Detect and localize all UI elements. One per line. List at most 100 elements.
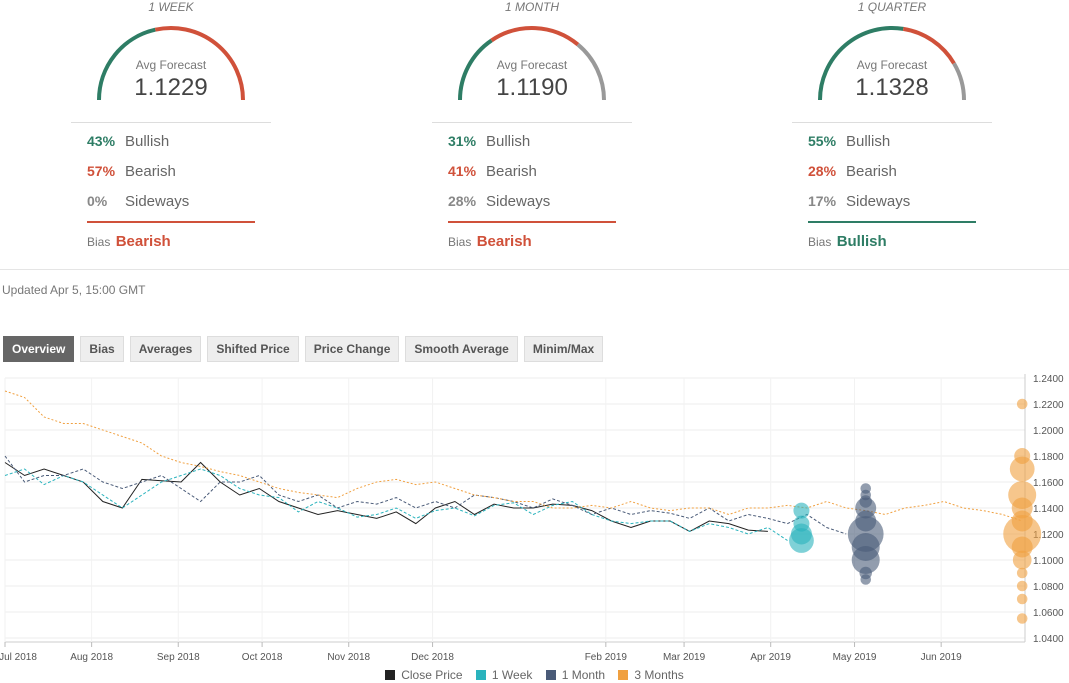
y-tick-label: 1.2200 xyxy=(1033,400,1064,411)
y-tick-label: 1.1400 xyxy=(1033,504,1064,515)
series-line-1-week xyxy=(4,468,788,541)
tab-overview[interactable]: Overview xyxy=(3,336,75,362)
x-tick-label: Nov 2018 xyxy=(327,652,370,663)
tab-bias[interactable]: Bias xyxy=(80,336,124,362)
y-tick-label: 1.0400 xyxy=(1033,634,1064,645)
bias-value: Bullish xyxy=(836,233,887,250)
bias: Bias Bearish xyxy=(87,233,171,250)
sideways-label: Sideways xyxy=(846,193,911,210)
bias-label: Bias xyxy=(808,235,832,249)
sideways-label: Sideways xyxy=(125,193,190,210)
x-tick-label: Apr 2019 xyxy=(750,652,791,663)
divider xyxy=(792,122,992,123)
tab-shifted-price[interactable]: Shifted Price xyxy=(207,336,299,362)
bearish-row: 41% Bearish xyxy=(448,163,537,180)
forecast-point-3-months[interactable] xyxy=(1016,398,1028,410)
bearish-row: 28% Bearish xyxy=(808,163,897,180)
tab-price-change[interactable]: Price Change xyxy=(304,336,400,362)
series-line-close-price xyxy=(4,461,768,532)
tab-minim-max[interactable]: Minim/Max xyxy=(523,336,604,362)
sideways-label: Sideways xyxy=(486,193,551,210)
bearish-arc xyxy=(490,26,580,47)
bearish-percent: 41% xyxy=(448,163,477,179)
series-line-1-month xyxy=(4,455,847,535)
legend-item-close-price[interactable]: Close Price xyxy=(385,668,463,682)
tab-averages[interactable]: Averages xyxy=(129,336,202,362)
bearish-arc xyxy=(902,26,956,65)
legend-swatch xyxy=(475,670,486,680)
x-tick-label: Aug 2018 xyxy=(70,652,113,663)
forecast-chart: 1.2400 1.2200 1.2000 1.1800 1.1600 1.1400 1.12… xyxy=(0,374,1064,663)
legend-label: Close Price xyxy=(401,668,463,682)
forecast-point-3-months[interactable] xyxy=(1016,567,1028,579)
bullish-row: 43% Bullish xyxy=(87,133,169,150)
y-tick-label: 1.1600 xyxy=(1033,478,1064,489)
avg-forecast-value: 1.1229 xyxy=(134,74,208,101)
y-tick-label: 1.0600 xyxy=(1033,608,1064,619)
forecast-point-3-months[interactable] xyxy=(1016,593,1028,605)
bullish-row: 55% Bullish xyxy=(808,133,890,150)
bearish-label: Bearish xyxy=(125,163,176,180)
y-tick-label: 1.2400 xyxy=(1033,374,1064,385)
legend-item-3-months[interactable]: 3 Months xyxy=(618,668,684,682)
bullish-label: Bullish xyxy=(486,133,531,150)
bias-underline xyxy=(808,221,976,223)
updated-timestamp: Updated Apr 5, 15:00 GMT xyxy=(2,283,146,297)
bullish-row: 31% Bullish xyxy=(448,133,530,150)
bullish-percent: 55% xyxy=(808,133,837,149)
forecast-point-3-months[interactable] xyxy=(1012,550,1032,570)
y-tick-label: 1.1000 xyxy=(1033,556,1064,567)
bullish-percent: 31% xyxy=(448,133,477,149)
bearish-percent: 57% xyxy=(87,163,116,179)
bias-underline xyxy=(87,221,255,223)
x-tick-label: Jul 2018 xyxy=(0,652,37,663)
x-tick-label: Jun 2019 xyxy=(921,652,963,663)
bearish-label: Bearish xyxy=(486,163,537,180)
avg-forecast-value: 1.1328 xyxy=(855,74,929,101)
avg-forecast-label: Avg Forecast xyxy=(135,58,207,72)
sentiment-gauge xyxy=(97,26,245,101)
sentiment-gauge xyxy=(458,26,606,101)
sideways-row: 0% Sideways xyxy=(87,193,189,210)
series-line-3-months xyxy=(4,390,1023,522)
bearish-percent: 28% xyxy=(808,163,837,179)
legend-item-1-week[interactable]: 1 Week xyxy=(475,668,532,682)
legend-swatch xyxy=(618,670,629,680)
legend-item-1-month[interactable]: 1 Month xyxy=(545,668,605,682)
forecast-point-3-months[interactable] xyxy=(1011,536,1033,558)
bullish-arc xyxy=(97,27,156,101)
bullish-arc xyxy=(458,38,493,101)
x-tick-label: Sep 2018 xyxy=(157,652,200,663)
x-tick-label: May 2019 xyxy=(833,652,877,663)
forecast-point-1-week[interactable] xyxy=(789,528,814,553)
forecast-point-3-months[interactable] xyxy=(1009,456,1035,482)
section-divider xyxy=(0,269,1069,270)
bearish-row: 57% Bearish xyxy=(87,163,176,180)
panel-title: 1 QUARTER xyxy=(857,0,927,14)
bias-label: Bias xyxy=(448,235,472,249)
bias-label: Bias xyxy=(87,235,111,249)
forecast-point-1-month[interactable] xyxy=(860,574,871,585)
forecast-point-3-months[interactable] xyxy=(1016,580,1028,592)
bias-value: Bearish xyxy=(115,233,171,250)
sideways-row: 17% Sideways xyxy=(808,193,910,210)
y-tick-label: 1.2000 xyxy=(1033,426,1064,437)
divider xyxy=(71,122,271,123)
bias: Bias Bearish xyxy=(448,233,532,250)
sideways-percent: 17% xyxy=(808,193,837,209)
sentiment-gauge xyxy=(818,26,966,101)
panel-title: 1 WEEK xyxy=(148,0,194,14)
sideways-arc xyxy=(576,42,606,101)
chart-tabs: Overview Bias Averages Shifted Price Pri… xyxy=(3,336,604,362)
avg-forecast-label: Avg Forecast xyxy=(856,58,928,72)
bullish-arc xyxy=(818,26,904,101)
tab-smooth-average[interactable]: Smooth Average xyxy=(405,336,518,362)
forecast-point-3-months[interactable] xyxy=(1016,613,1028,624)
x-tick-label: Feb 2019 xyxy=(585,652,628,663)
sideways-percent: 28% xyxy=(448,193,477,209)
forecast-point-1-week[interactable] xyxy=(793,502,810,519)
forecast-point-1-month[interactable] xyxy=(851,546,880,574)
y-tick-label: 1.1200 xyxy=(1033,530,1064,541)
bullish-percent: 43% xyxy=(87,133,116,149)
panel-title: 1 MONTH xyxy=(505,0,559,14)
